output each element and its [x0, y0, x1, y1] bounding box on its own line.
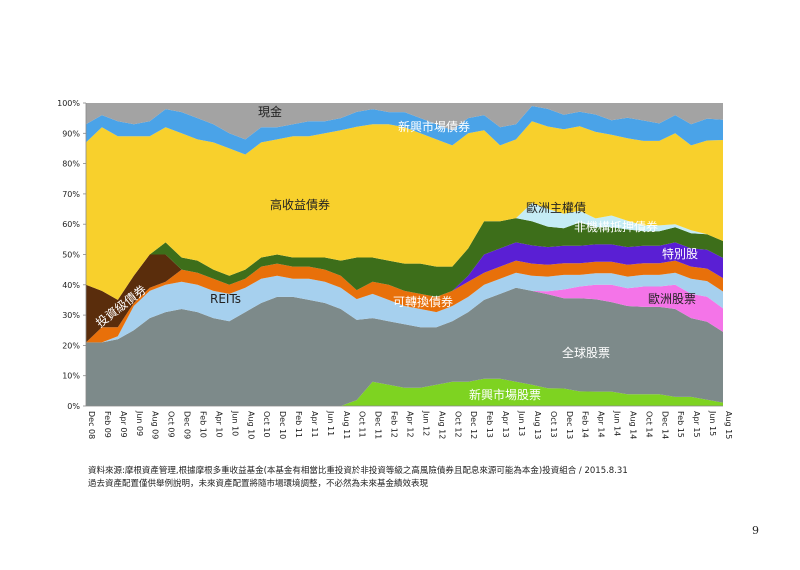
- area-10: [86, 106, 723, 155]
- x-tick-label: Oct 10: [262, 411, 271, 438]
- x-tick-label: Dec 13: [565, 411, 574, 439]
- x-tick-label: Feb 15: [676, 411, 685, 438]
- x-tick-label: Dec 08: [87, 411, 96, 439]
- x-tick-label: Aug 13: [533, 411, 542, 439]
- area-3: [86, 272, 723, 343]
- area-2: [86, 284, 723, 343]
- y-tick-label: 50%: [62, 251, 80, 260]
- x-tick-label: Dec 09: [183, 411, 192, 439]
- area-1: [86, 287, 723, 406]
- label-em-equity: 新興市場股票: [469, 387, 541, 402]
- y-tick-label: 30%: [62, 311, 80, 320]
- x-tick-label: Oct 14: [644, 411, 653, 438]
- y-tick-label: 20%: [62, 341, 80, 350]
- x-tick-label: Feb 10: [199, 411, 208, 438]
- y-tick-label: 60%: [62, 220, 80, 229]
- y-tick-label: 80%: [62, 160, 80, 169]
- label-euro-equity: 歐洲股票: [648, 291, 696, 306]
- x-tick-label: Dec 12: [469, 411, 478, 439]
- area-7: [86, 218, 723, 300]
- label-reits: REITs: [210, 292, 241, 306]
- x-tick-label: Jun 15: [708, 410, 717, 436]
- x-tick-label: Apr 15: [692, 411, 701, 438]
- y-tick-label: 0%: [67, 402, 80, 411]
- x-tick-label: Apr 11: [310, 411, 319, 438]
- x-tick-label: Feb 12: [390, 411, 399, 438]
- y-tick-label: 10%: [62, 372, 80, 381]
- page-number: 9: [752, 524, 759, 537]
- label-em-debt: 新興市場債券: [398, 119, 470, 134]
- label-high-yield: 高收益債券: [270, 197, 330, 212]
- chart-areas: [86, 103, 723, 406]
- x-tick-label: Jun 14: [613, 410, 622, 436]
- area-11: [86, 103, 723, 140]
- x-tick-label: Apr 10: [214, 411, 223, 438]
- x-tick-label: Jun 10: [230, 410, 239, 436]
- x-tick-label: Apr 13: [501, 411, 510, 438]
- y-tick-label: 40%: [62, 281, 80, 290]
- x-tick-label: Aug 11: [342, 411, 351, 439]
- area-5: [86, 242, 723, 343]
- label-cash: 現金: [258, 104, 282, 119]
- source-line-1: 資料來源:摩根資產管理,根據摩根多重收益基金(本基金有相當比重投資於非投資等級之…: [88, 466, 628, 476]
- y-axis: 0% 10% 20% 30% 40% 50% 60% 70% 80% 90% 100%: [57, 99, 87, 411]
- x-tick-label: Dec 14: [660, 411, 669, 439]
- area-9: [86, 121, 723, 300]
- label-euro-sovereign: 歐洲主權債: [526, 200, 586, 215]
- x-tick-label: Feb 09: [103, 411, 112, 438]
- area-8: [86, 203, 723, 300]
- x-tick-label: Jun 12: [421, 410, 430, 436]
- source-line-2: 過去資產配置僅供舉例說明，未來資產配置將隨市場環境調整，不必然為未來基金績效表現: [88, 479, 429, 489]
- area-4: [86, 260, 723, 343]
- x-tick-label: Jun 11: [326, 410, 335, 436]
- x-tick-label: Dec 11: [374, 411, 383, 439]
- source-note: 資料來源:摩根資產管理,根據摩根多重收益基金(本基金有相當比重投資於非投資等級之…: [88, 465, 628, 491]
- x-tick-label: Aug 09: [151, 411, 160, 439]
- x-tick-label: Apr 09: [119, 411, 128, 438]
- x-tick-label: Oct 11: [358, 411, 367, 438]
- x-tick-label: Jun 09: [135, 410, 144, 436]
- label-preferred: 特別股: [662, 246, 698, 261]
- label-global-equity: 全球股票: [562, 345, 610, 360]
- x-tick-label: Feb 13: [485, 411, 494, 438]
- x-tick-label: Dec 10: [278, 411, 287, 439]
- x-tick-label: Apr 12: [406, 411, 415, 438]
- x-tick-label: Feb 11: [294, 411, 303, 438]
- x-tick-label: Jun 13: [517, 410, 526, 436]
- x-tick-label: Aug 15: [724, 411, 733, 439]
- y-tick-label: 100%: [57, 99, 80, 108]
- x-tick-label: Apr 14: [597, 411, 606, 438]
- x-tick-label: Oct 12: [453, 411, 462, 438]
- area-0: [86, 378, 723, 406]
- y-tick-label: 90%: [62, 129, 80, 138]
- label-non-agency-mortgage: 非機構抵押債券: [574, 219, 658, 234]
- label-convertibles: 可轉換債券: [393, 294, 453, 309]
- x-tick-label: Aug 14: [629, 411, 638, 439]
- x-tick-label: Aug 10: [246, 411, 255, 439]
- x-tick-label: Oct 13: [549, 411, 558, 438]
- y-tick-label: 70%: [62, 190, 80, 199]
- x-tick-label: Aug 12: [437, 411, 446, 439]
- x-tick-label: Feb 14: [581, 411, 590, 438]
- x-axis: Dec 08 Feb 09 Apr 09 Jun 09 Aug 09 Oct 09 Dec …: [86, 405, 733, 439]
- x-tick-label: Oct 09: [167, 411, 176, 438]
